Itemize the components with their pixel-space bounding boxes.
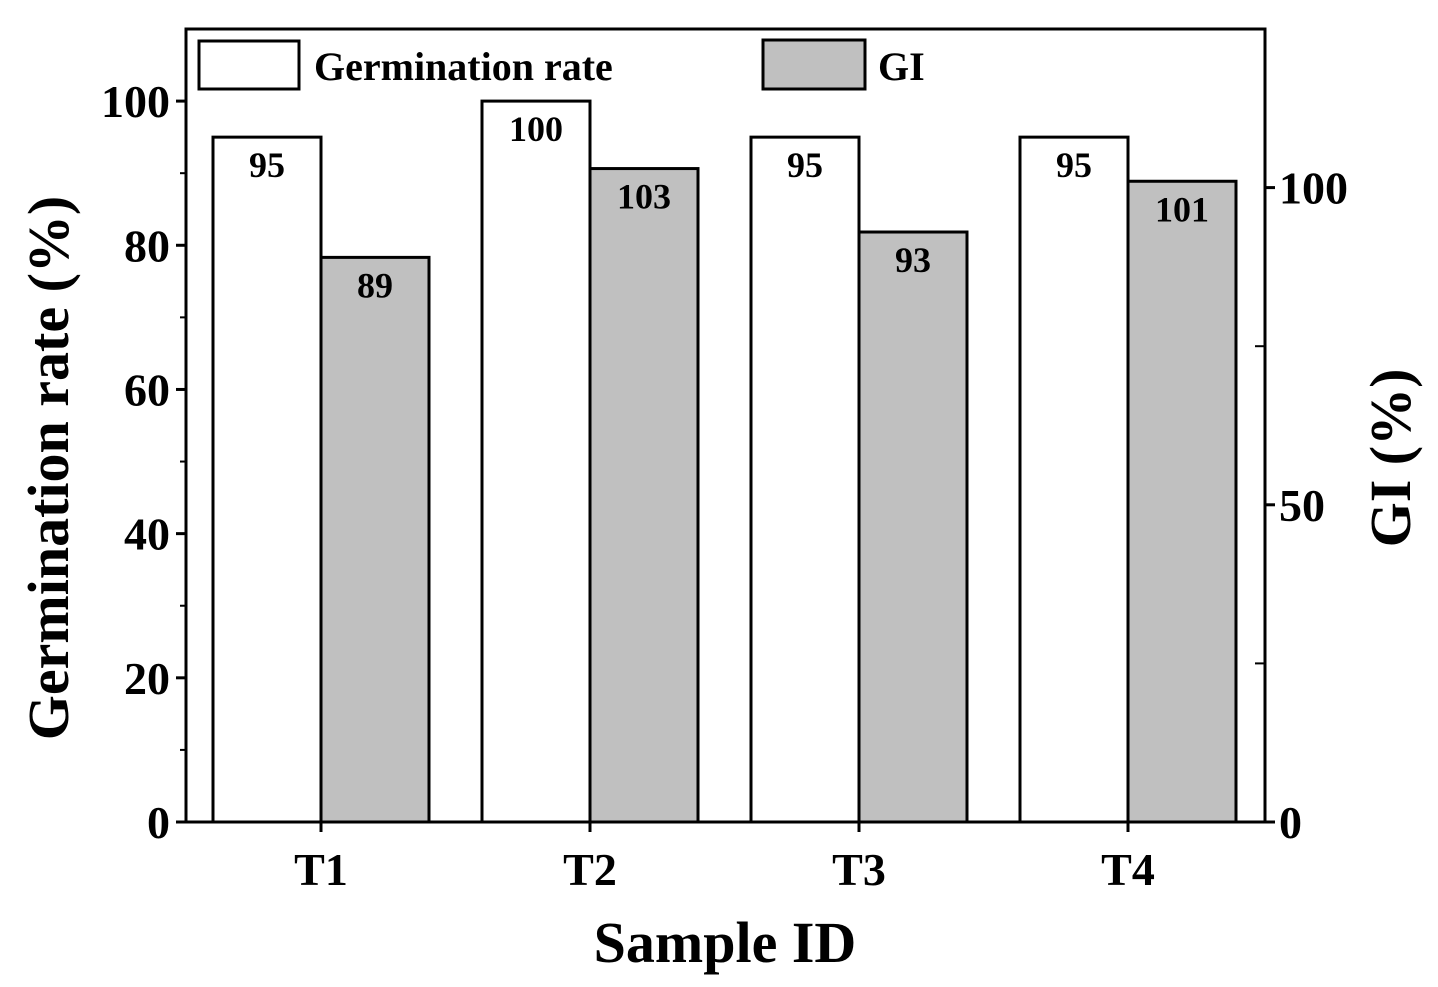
- legend-label-gi: GI: [878, 44, 925, 89]
- y-right-tick-label-50: 50: [1279, 480, 1325, 531]
- bar-t4-gi: [1126, 179, 1238, 824]
- bar-t1-germination-rate: [211, 135, 323, 824]
- bar-value-label-t1-gi: 89: [357, 265, 393, 305]
- y-right-tick-label-100: 100: [1279, 163, 1348, 214]
- legend: Germination rate GI: [197, 38, 925, 91]
- y-axis-left-title: Germination rate (%): [16, 196, 81, 740]
- x-tick-label-t4: T4: [1101, 844, 1155, 895]
- legend-label-germination-rate: Germination rate: [314, 44, 613, 89]
- x-tick-label-t2: T2: [563, 844, 617, 895]
- y-left-tick-label-0: 0: [147, 797, 170, 848]
- y-right-tick-label-0: 0: [1279, 797, 1302, 848]
- y-left-tick-label-100: 100: [101, 76, 170, 127]
- bar-t4-germination-rate: [1018, 135, 1130, 824]
- plot-frame: [184, 27, 1267, 824]
- bar-value-label-t3-gi: 93: [895, 240, 931, 280]
- bar-value-label-t4-germination-rate: 95: [1056, 145, 1092, 185]
- legend-swatch-gi: [761, 38, 867, 91]
- bar-t3-gi: [857, 230, 969, 824]
- bar-t3-germination-rate: [749, 135, 861, 824]
- y-left-tick-label-40: 40: [124, 509, 170, 560]
- x-axis-title: Sample ID: [594, 910, 857, 975]
- bar-t1-gi: [319, 255, 431, 824]
- bar-value-label-t4-gi: 101: [1155, 189, 1209, 229]
- bar-value-label-t3-germination-rate: 95: [787, 145, 823, 185]
- bar-t2-gi: [588, 167, 700, 824]
- y-axis-right-title: GI (%): [1358, 369, 1423, 548]
- bar-value-label-t2-gi: 103: [617, 177, 671, 217]
- y-left-tick-label-20: 20: [124, 653, 170, 704]
- x-tick-label-t1: T1: [294, 844, 348, 895]
- y-left-tick-label-80: 80: [124, 220, 170, 271]
- legend-swatch-germination-rate: [197, 39, 301, 91]
- x-tick-label-t3: T3: [832, 844, 886, 895]
- bar-value-label-t2-germination-rate: 100: [509, 109, 563, 149]
- bar-value-label-t1-germination-rate: 95: [249, 145, 285, 185]
- bar-t2-germination-rate: [480, 99, 592, 824]
- y-left-tick-label-60: 60: [124, 364, 170, 415]
